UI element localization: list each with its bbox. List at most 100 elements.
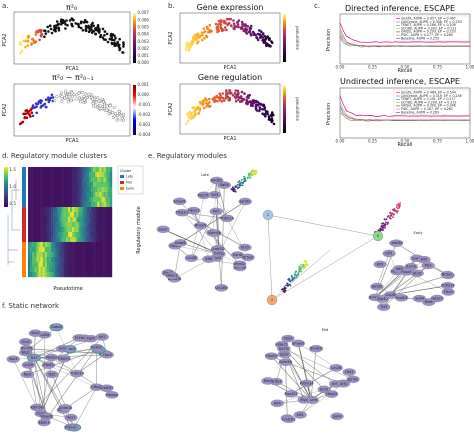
heatmap-cell <box>80 252 83 258</box>
heatmap-cell <box>88 217 92 223</box>
scatter-point <box>60 100 64 104</box>
heatmap-cell <box>51 177 54 183</box>
heatmap-cell <box>53 177 56 183</box>
panel-c-top-ylabel: Precision <box>326 29 332 51</box>
heatmap-cell <box>84 267 87 273</box>
panel-a-letter: a. <box>2 2 9 10</box>
heatmap-cell <box>70 257 73 263</box>
heatmap-cell <box>67 227 71 233</box>
heatmap-cell <box>80 212 83 218</box>
heatmap-cell <box>101 222 104 228</box>
scatter-point <box>96 25 100 28</box>
heatmap-cell <box>82 207 85 213</box>
gene-node-shape <box>241 253 255 262</box>
trajectory-point <box>390 214 393 217</box>
gene-node: Jarid2 <box>238 197 252 206</box>
scatter-point <box>198 107 202 110</box>
heatmap-cell <box>76 232 79 238</box>
gene-node: Hdac2 <box>165 271 179 280</box>
heatmap-cell <box>61 272 64 278</box>
scatter-point <box>211 97 214 101</box>
heatmap-cell <box>53 217 56 223</box>
heatmap-cell <box>53 187 56 193</box>
heatmap-cell <box>63 182 66 188</box>
gene-node-shape <box>284 390 298 398</box>
scatter-point <box>213 96 216 100</box>
cluster-strip-cell <box>22 182 26 188</box>
gene-node: Tcf3 <box>377 303 391 311</box>
pr-curve <box>339 22 470 43</box>
gene-node-shape <box>422 298 436 306</box>
trajectory-point <box>243 175 246 178</box>
heatmap-cell <box>67 192 71 198</box>
heatmap-cell <box>63 207 66 213</box>
heatmap-cell <box>105 167 108 173</box>
pr-curve <box>339 35 471 47</box>
heatmap-cell <box>101 262 104 268</box>
heatmap-cell <box>91 177 94 183</box>
heatmap-cell <box>72 257 75 263</box>
scatter-point <box>84 27 88 30</box>
gene-node-label: Tbx3 <box>443 290 453 294</box>
panel-b-top-ylabel: PCA2 <box>168 31 174 44</box>
scatter-point <box>68 93 71 97</box>
heatmap-cell <box>59 262 62 268</box>
heatmap-cell <box>88 242 92 248</box>
heatmap-cell <box>84 192 87 198</box>
trajectory-point <box>237 186 239 189</box>
heatmap-cell <box>65 172 69 178</box>
heatmap-cell <box>78 227 81 233</box>
trajectory-point <box>245 179 247 182</box>
heatmap-cell <box>32 222 35 228</box>
heatmap-cell <box>59 207 62 213</box>
heatmap-cell <box>42 202 45 208</box>
heatmap-cell <box>53 257 56 263</box>
heatmap-cell <box>70 232 73 238</box>
heatmap-cell <box>74 197 77 203</box>
scatter-point <box>260 103 263 106</box>
panel-d-colorbar-ticks: 1.51.00.5 <box>10 167 17 206</box>
heatmap-cell <box>46 267 50 273</box>
scatter-point <box>36 29 40 33</box>
heatmap-cell <box>61 217 64 223</box>
heatmap-cell <box>97 257 100 263</box>
scatter-point <box>108 104 112 108</box>
scatter-point <box>48 98 52 102</box>
heatmap-cell <box>84 197 87 203</box>
gene-node-label: Myc <box>425 264 432 268</box>
heatmap-cell <box>59 227 62 233</box>
network-edge <box>297 343 312 400</box>
heatmap-cell <box>51 212 54 218</box>
heatmap-cell <box>80 232 83 238</box>
heatmap-cell <box>109 217 113 223</box>
heatmap-cell <box>99 257 102 263</box>
gene-node-shape <box>209 207 223 216</box>
heatmap-cell <box>91 207 94 213</box>
scatter-point <box>218 92 222 96</box>
scatter-point <box>236 23 240 26</box>
panel-a-bottom-xlabel: PCA1 <box>65 138 78 144</box>
heatmap-cell <box>30 267 33 273</box>
heatmap-cell <box>105 207 108 213</box>
heatmap-cell <box>82 232 85 238</box>
gene-node-shape <box>410 269 424 278</box>
heatmap-cell <box>49 222 52 228</box>
scatter-point <box>190 42 194 46</box>
heatmap-cell <box>95 212 98 218</box>
heatmap-cell <box>36 237 39 243</box>
scatter-point <box>256 103 260 107</box>
heatmap-cell <box>53 267 56 273</box>
module-connector <box>271 235 379 301</box>
heatmap-cell <box>67 257 71 263</box>
heatmap-cell <box>30 197 33 203</box>
scatter-point <box>84 92 88 96</box>
heatmap-cell <box>46 262 50 268</box>
gene-node-label: Lin28 <box>331 366 342 370</box>
gene-node-label: Sall4 <box>220 183 229 187</box>
trajectory-point <box>254 169 257 172</box>
cluster-strip-cell <box>22 252 26 258</box>
heatmap-cell <box>36 192 39 198</box>
heatmap-cell <box>40 267 43 273</box>
heatmap-cell <box>61 222 64 228</box>
heatmap-cell <box>30 172 33 178</box>
